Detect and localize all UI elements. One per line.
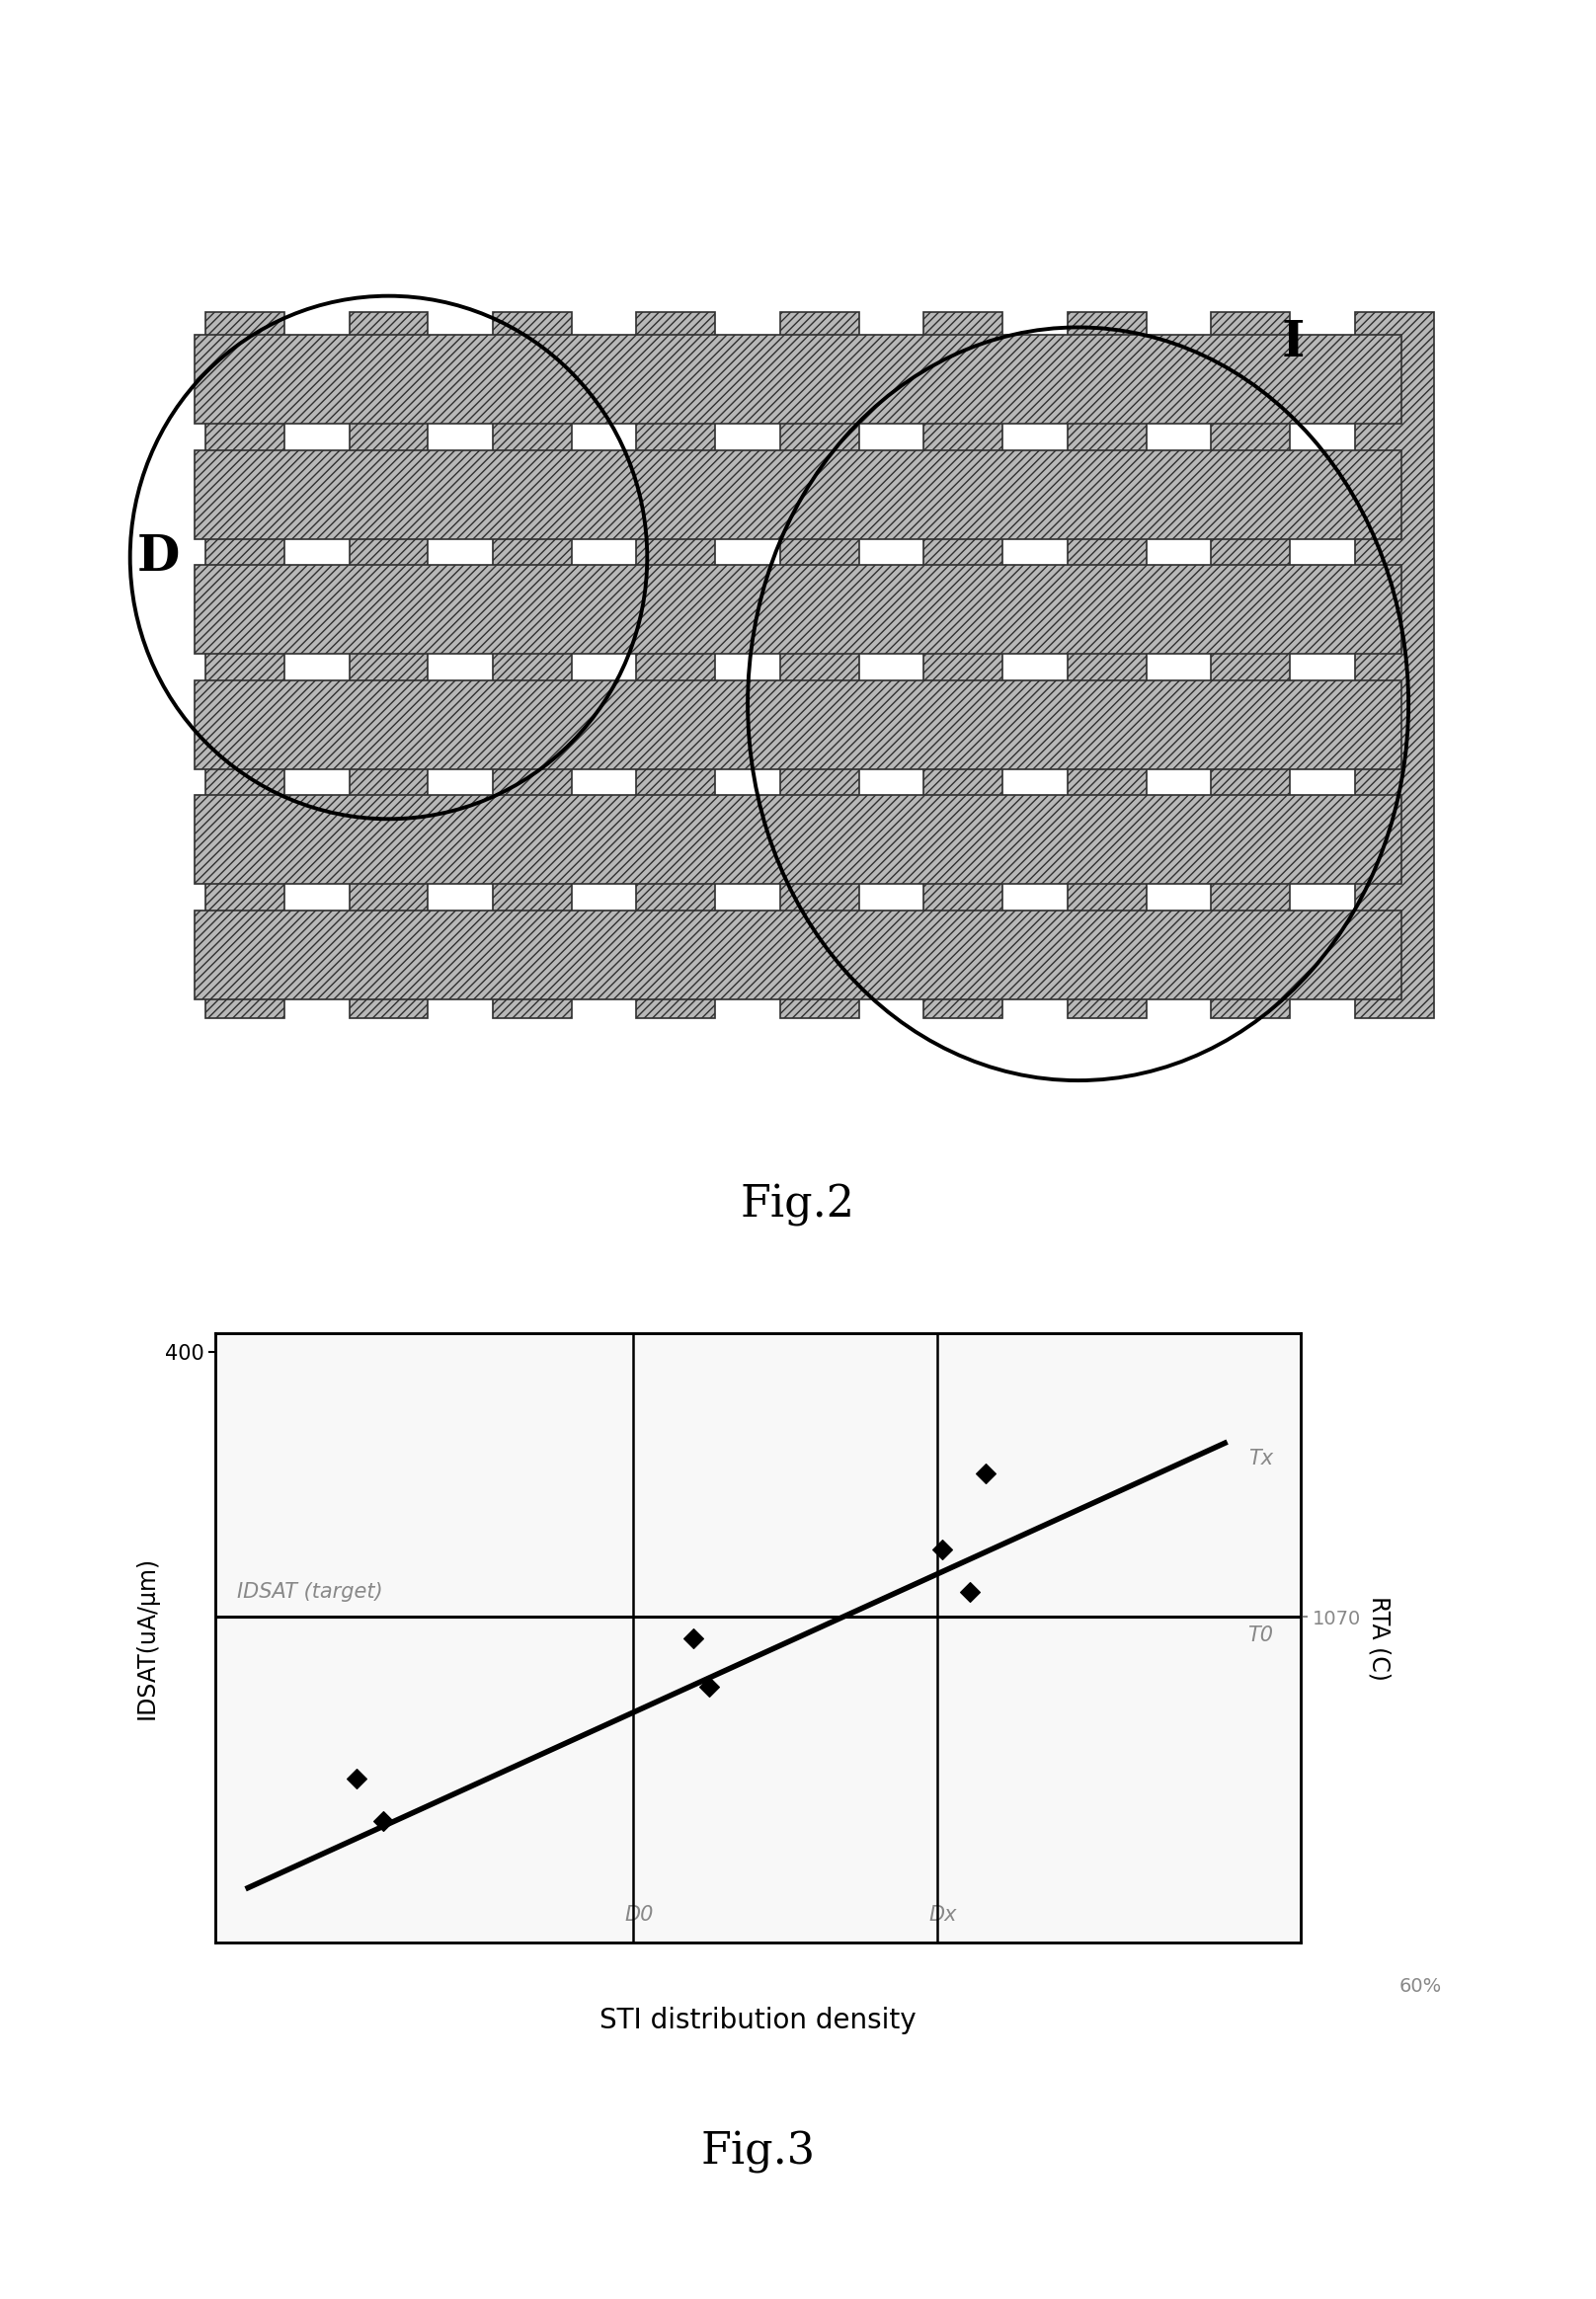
Text: STI distribution density: STI distribution density <box>600 2007 916 2035</box>
Text: D0: D0 <box>624 1904 653 1924</box>
Text: 60%: 60% <box>1400 1977 1441 1996</box>
Point <box>370 1802 396 1839</box>
Bar <box>493 313 571 1018</box>
Text: D: D <box>137 533 180 582</box>
Bar <box>780 313 859 1018</box>
Point <box>680 1618 705 1655</box>
Bar <box>1355 313 1433 1018</box>
Bar <box>206 313 284 1018</box>
Bar <box>195 681 1401 770</box>
Text: Dx: Dx <box>929 1904 956 1924</box>
Text: Tx: Tx <box>1248 1448 1274 1469</box>
Text: Fig.3: Fig.3 <box>701 2131 816 2175</box>
Point <box>974 1455 999 1492</box>
Y-axis label: RTA (C): RTA (C) <box>1368 1596 1392 1681</box>
Point <box>696 1669 721 1706</box>
Bar <box>195 795 1401 885</box>
Text: Fig.2: Fig.2 <box>741 1184 855 1228</box>
Text: T0: T0 <box>1248 1625 1274 1646</box>
Bar <box>195 910 1401 1000</box>
Point <box>930 1531 956 1568</box>
Y-axis label: IDSAT(uA/μm): IDSAT(uA/μm) <box>136 1556 160 1720</box>
Bar <box>924 313 1002 1018</box>
Bar <box>195 566 1401 655</box>
Point <box>343 1759 369 1796</box>
Bar <box>195 451 1401 540</box>
Text: IDSAT (target): IDSAT (target) <box>238 1582 383 1602</box>
Bar <box>1211 313 1290 1018</box>
Bar <box>1068 313 1146 1018</box>
Bar <box>637 313 715 1018</box>
Point <box>958 1575 983 1612</box>
Text: I: I <box>1282 320 1306 368</box>
Bar <box>195 336 1401 423</box>
Bar <box>350 313 428 1018</box>
